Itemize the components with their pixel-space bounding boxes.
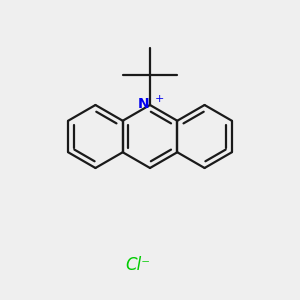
Text: Cl⁻: Cl⁻	[125, 256, 151, 274]
Text: +: +	[155, 94, 164, 104]
Text: N: N	[138, 97, 149, 110]
